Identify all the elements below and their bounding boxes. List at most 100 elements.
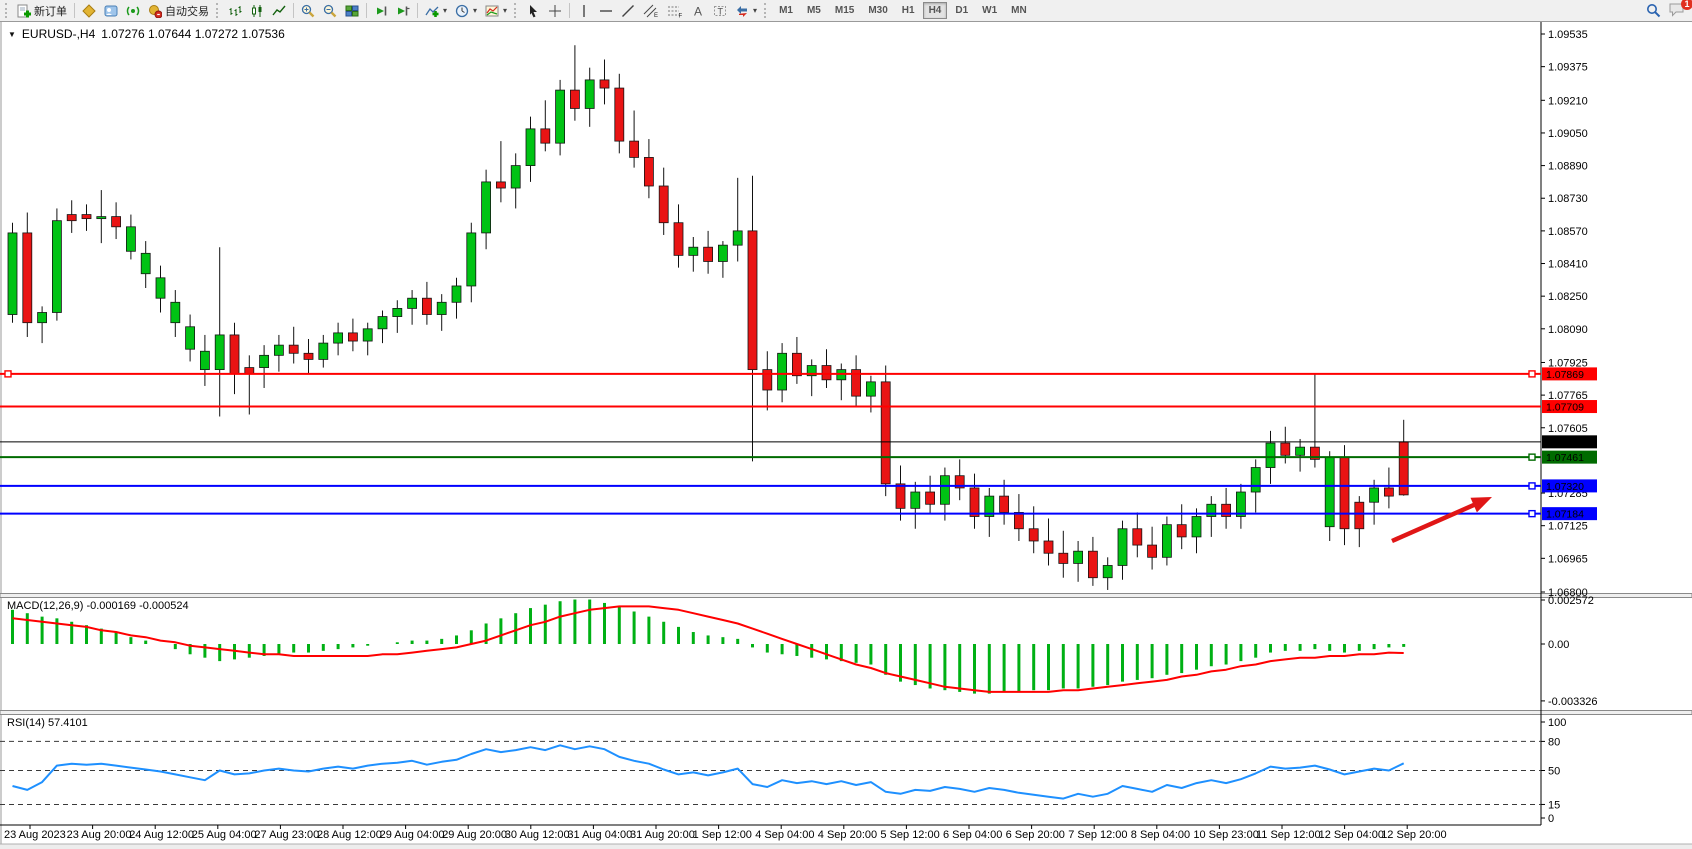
candle-body [851, 369, 861, 397]
styles-button[interactable] [78, 1, 100, 21]
periods-dropdown-caret[interactable]: ▾ [473, 6, 478, 15]
bar-chart-icon [229, 5, 242, 16]
symbol-dropdown-icon[interactable]: ▼ [8, 29, 16, 39]
cursor-icon [530, 4, 538, 17]
time-label: 11 Sep 12:00 [1256, 829, 1321, 841]
timeframe-m1-button[interactable]: M1 [779, 5, 793, 16]
candle-body [1162, 524, 1172, 558]
vertical-line-button[interactable] [573, 1, 595, 21]
candle-body [333, 332, 344, 344]
time-label: 4 Sep 20:00 [818, 829, 877, 841]
profiles-button[interactable] [100, 1, 122, 21]
arrow-objects-button[interactable]: ▾ [731, 1, 761, 21]
text-label-icon: T [714, 5, 727, 16]
time-label: 25 Aug 04:00 [192, 829, 257, 841]
candlestick-chart-button[interactable] [246, 1, 268, 21]
candle-body [1339, 456, 1350, 530]
candle-body [1132, 528, 1143, 546]
arrow-objects-caret[interactable]: ▾ [753, 6, 758, 15]
rsi-axis-label: 15 [1548, 799, 1560, 811]
candle-body [229, 334, 240, 375]
timeframe-m30-button[interactable]: M30 [868, 5, 888, 16]
timeframe-mn-button[interactable]: MN [1011, 5, 1027, 16]
periods-button[interactable]: ▾ [451, 1, 481, 21]
candle-body [866, 381, 876, 397]
timeframe-d1-button[interactable]: D1 [955, 5, 969, 16]
profiles-icon [104, 5, 118, 16]
fibonacci-button[interactable]: F [663, 1, 687, 21]
price-tick-label: 1.07765 [1548, 390, 1588, 402]
level-handle-left[interactable] [4, 370, 12, 378]
time-label: 10 Sep 23:00 [1193, 829, 1258, 841]
time-label: 28 Aug 12:00 [317, 829, 382, 841]
timeframe-h4-button[interactable]: H4 [922, 2, 948, 19]
chat-button[interactable]: 1 [1669, 0, 1692, 20]
text-label-button[interactable]: T [709, 1, 731, 21]
price-tick-label: 1.07125 [1548, 521, 1588, 533]
macd-axis-label: 0.002572 [1548, 595, 1594, 607]
time-label: 24 Aug 12:00 [129, 829, 194, 841]
horizontal-line-button[interactable] [595, 1, 617, 21]
line-chart-button[interactable] [268, 1, 290, 21]
crosshair-button[interactable] [544, 1, 566, 21]
autotrading-button[interactable]: 自动交易 [144, 1, 213, 21]
candle-body [170, 301, 181, 324]
candle-body [673, 222, 684, 256]
toolbar-separator [569, 3, 571, 18]
text-button[interactable]: A [687, 1, 709, 21]
signals-button[interactable] [122, 1, 144, 21]
price-label-text: 1.07184 [1546, 509, 1584, 521]
templates-dropdown-caret[interactable]: ▾ [503, 6, 508, 15]
candle-body [629, 140, 639, 158]
chart-symbol-title[interactable]: ▼ EURUSD-,H4 1.07276 1.07644 1.07272 1.0… [8, 27, 285, 41]
indicators-dropdown-caret[interactable]: ▾ [443, 6, 448, 15]
search-icon[interactable] [1646, 3, 1661, 18]
zoom-out-button[interactable] [319, 1, 341, 21]
new-order-button[interactable]: 新订单 [13, 1, 71, 21]
templates-button[interactable]: ▾ [481, 1, 511, 21]
candle-body [1354, 501, 1365, 530]
price-tick-label: 1.09050 [1548, 128, 1588, 140]
level-handle-right[interactable] [1528, 482, 1536, 490]
candle-body [436, 301, 447, 315]
zoom-in-button[interactable] [297, 1, 319, 21]
timeframe-w1-button[interactable]: W1 [982, 5, 998, 16]
candle-body [718, 244, 728, 262]
candle-body [940, 475, 950, 505]
chart-shift-button[interactable] [392, 1, 414, 21]
level-handle-right[interactable] [1528, 509, 1536, 518]
tile-windows-button[interactable] [341, 1, 363, 21]
level-handle-right[interactable] [1528, 370, 1536, 378]
time-label: 8 Sep 04:00 [1131, 829, 1190, 841]
bar-chart-button[interactable] [224, 1, 246, 21]
candle-body [747, 230, 758, 371]
candle-body [1073, 550, 1083, 564]
candle-body [732, 230, 743, 246]
text-icon: A [694, 4, 702, 18]
timeframe-m15-button[interactable]: M15 [834, 5, 855, 16]
macd-panel-separator[interactable] [0, 593, 1692, 598]
candle-body [1014, 512, 1024, 530]
price-tick-label: 1.07925 [1548, 357, 1588, 369]
candle-body [1280, 442, 1291, 456]
bottom-strip [0, 844, 1692, 849]
trend-arrow-head[interactable] [1470, 497, 1493, 513]
timeframe-m5-button[interactable]: M5 [806, 5, 821, 16]
equidistant-channel-button[interactable]: E [639, 1, 663, 21]
toolbar-separator [366, 3, 367, 18]
trendline-button[interactable] [617, 1, 639, 21]
level-handle-right[interactable] [1528, 453, 1536, 461]
candle-body [999, 495, 1009, 513]
rsi-panel-separator[interactable] [0, 710, 1692, 715]
timeframe-h1-button[interactable]: H1 [901, 5, 915, 16]
indicators-button[interactable]: ▾ [421, 1, 451, 21]
trend-arrow-shaft[interactable] [1391, 501, 1479, 544]
timeframe-toolbar: M1 M5 M15 M30 H1 H4 D1 W1 MN [772, 2, 1034, 19]
candle-body [1028, 528, 1039, 542]
cursor-button[interactable] [522, 1, 544, 21]
candle-body [1206, 503, 1217, 517]
tile-windows-icon [345, 5, 359, 16]
candle-body [347, 332, 358, 342]
auto-scroll-button[interactable] [370, 1, 392, 21]
candle-body [451, 285, 462, 303]
